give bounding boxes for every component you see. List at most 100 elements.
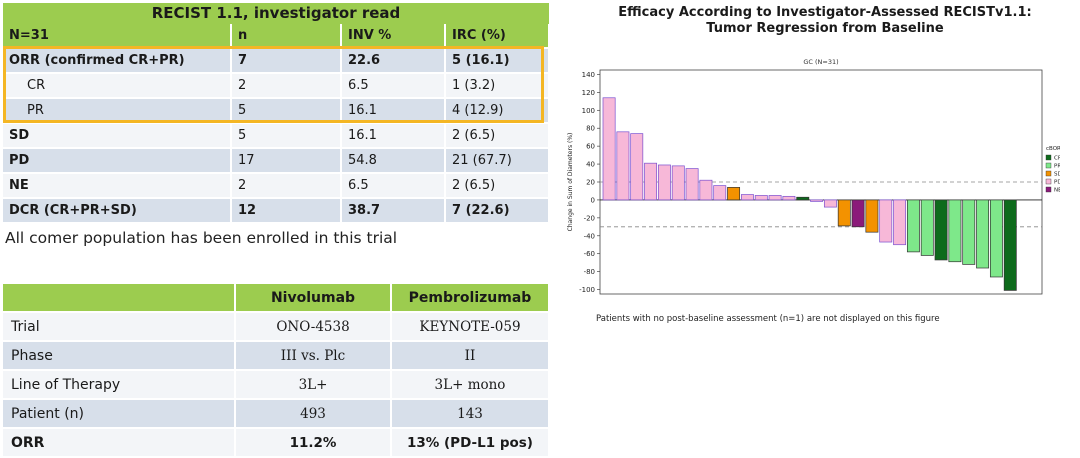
y-tick-label: 60 [586, 143, 595, 151]
waterfall-bar [657, 164, 671, 201]
legend-swatch [1045, 170, 1052, 177]
row-label: DCR (CR+PR+SD) [3, 198, 232, 224]
waterfall-bar [602, 97, 616, 201]
cell-irc: 4 (12.9) [445, 98, 550, 124]
legend-label: NE [1054, 188, 1060, 194]
waterfall-bar [616, 131, 630, 201]
cell-irc: 21 (67.7) [445, 148, 550, 174]
waterfall-bar [879, 199, 893, 243]
waterfall-bar [934, 199, 948, 261]
table-row: Phase III vs. Plc II [3, 341, 550, 371]
y-tick-label: 0 [591, 196, 595, 204]
cell-n: 5 [231, 98, 342, 124]
chart-subtitle: GC (N=31) [803, 58, 838, 66]
y-tick-label: 40 [586, 161, 595, 169]
legend-swatch [1045, 186, 1052, 193]
waterfall-bar [740, 194, 754, 201]
recist-header-row: N=31 n INV % IRC (%) [3, 24, 550, 49]
y-tick-label: 100 [582, 107, 595, 115]
cell-n: 2 [231, 73, 342, 99]
cell-irc: 1 (3.2) [445, 73, 550, 99]
waterfall-bar [671, 165, 685, 201]
cell-n: 2 [231, 173, 342, 199]
cell-inv: 38.7 [341, 198, 446, 224]
cell-irc: 2 (6.5) [445, 123, 550, 149]
y-tick-label: -20 [584, 214, 595, 222]
table-row: PD 17 54.8 21 (67.7) [3, 148, 550, 174]
row-label: Trial [3, 312, 236, 342]
table-row: PR 5 16.1 4 (12.9) [3, 98, 550, 124]
legend-label: SD [1054, 172, 1060, 178]
y-tick-label: -40 [584, 232, 595, 240]
table-row: Trial ONO-4538 KEYNOTE-059 [3, 312, 550, 342]
table-row: CR 2 6.5 1 (3.2) [3, 73, 550, 99]
row-label: Phase [3, 341, 236, 371]
waterfall-bar [644, 162, 658, 201]
waterfall-chart: GC (N=31) 140 120 100 80 60 40 20 0 -20 -40 -60 -80 -… [567, 58, 1060, 295]
cell-inv: 22.6 [341, 48, 446, 74]
row-label: PD [3, 148, 232, 174]
table-row: Line of Therapy 3L+ 3L+ mono [3, 370, 550, 400]
y-tick-label: 20 [586, 179, 595, 187]
table-row: Patient (n) 493 143 [3, 399, 550, 429]
cell-pembrolizumab: 143 [391, 399, 550, 429]
row-label: Line of Therapy [3, 370, 236, 400]
cell-nivolumab: 3L+ [235, 370, 392, 400]
waterfall-bar [754, 195, 768, 201]
waterfall-bar [948, 199, 962, 263]
header-cell: Pembrolizumab [391, 284, 550, 313]
y-tick-label: -80 [584, 268, 595, 276]
header-cell: N=31 [3, 24, 232, 49]
header-cell: Nivolumab [235, 284, 392, 313]
legend-title: cBOR [1046, 146, 1060, 152]
cell-inv: 16.1 [341, 98, 446, 124]
waterfall-bar [920, 199, 934, 256]
cell-inv: 54.8 [341, 148, 446, 174]
table-row: SD 5 16.1 2 (6.5) [3, 123, 550, 149]
cell-n: 7 [231, 48, 342, 74]
waterfall-bar [630, 133, 644, 201]
waterfall-bar [989, 199, 1003, 278]
cell-irc: 5 (16.1) [445, 48, 550, 74]
waterfall-bar [906, 199, 920, 253]
row-label: ORR (confirmed CR+PR) [3, 48, 232, 74]
y-tick-label: -60 [584, 250, 595, 258]
legend-label: PR [1054, 164, 1060, 170]
header-cell: INV % [341, 24, 446, 49]
table-row: DCR (CR+PR+SD) 12 38.7 7 (22.6) [3, 198, 550, 224]
legend-swatch [1045, 178, 1052, 185]
cell-inv: 6.5 [341, 173, 446, 199]
cell-irc: 7 (22.6) [445, 198, 550, 224]
waterfall-bar [727, 187, 741, 201]
waterfall-bar [962, 199, 976, 265]
legend-swatch [1045, 154, 1052, 161]
cell-pembrolizumab: 3L+ mono [391, 370, 550, 400]
legend-swatch [1045, 162, 1052, 169]
header-cell [3, 284, 236, 313]
y-tick-label: 140 [582, 71, 595, 79]
cell-nivolumab: ONO-4538 [235, 312, 392, 342]
cell-n: 5 [231, 123, 342, 149]
population-note: All comer population has been enrolled i… [5, 229, 398, 247]
cell-n: 12 [231, 198, 342, 224]
waterfall-bar [768, 195, 782, 201]
waterfall-bar [685, 168, 699, 201]
row-label: SD [3, 123, 232, 149]
waterfall-bar [782, 195, 796, 201]
row-label: Patient (n) [3, 399, 236, 429]
header-cell: IRC (%) [445, 24, 550, 49]
waterfall-bar [810, 199, 824, 202]
cell-nivolumab: 493 [235, 399, 392, 429]
comparison-table: Nivolumab Pembrolizumab Trial ONO-4538 K… [3, 284, 550, 458]
waterfall-bar [893, 199, 907, 246]
y-tick-label: 120 [582, 89, 595, 97]
row-label: NE [3, 173, 232, 199]
cell-nivolumab: 11.2% [235, 428, 392, 458]
y-axis-label: Change in Sum of Diameters (%) [567, 133, 574, 232]
chart-title: Efficacy According to Investigator-Asses… [575, 5, 1075, 37]
waterfall-bar [823, 199, 837, 208]
cell-inv: 16.1 [341, 123, 446, 149]
waterfall-bar [796, 196, 810, 201]
chart-footnote: Patients with no post-baseline assessmen… [596, 314, 940, 324]
chart-title-line1: Efficacy According to Investigator-Asses… [618, 5, 1032, 20]
